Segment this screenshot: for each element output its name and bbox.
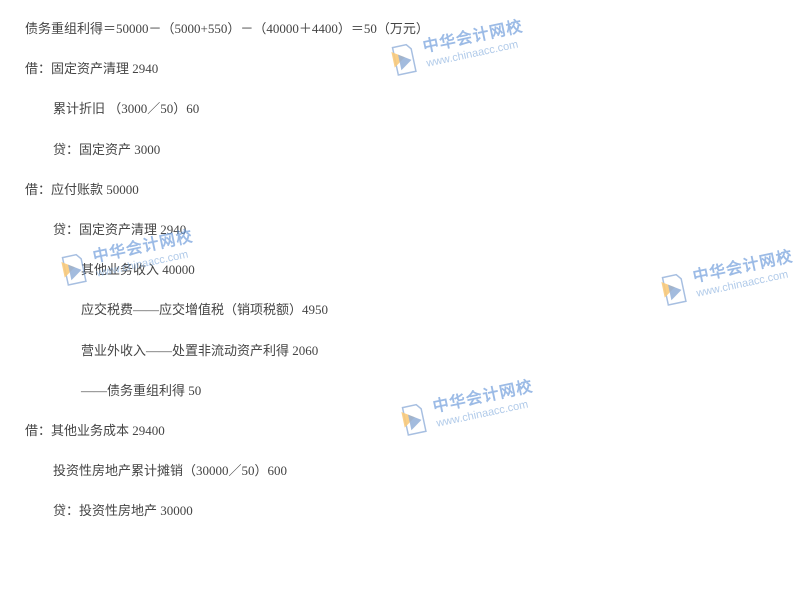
text-line: 累计折旧 （3000／50）60 <box>25 100 775 118</box>
text-line: 借：应付账款 50000 <box>25 181 775 199</box>
text-line: 贷：投资性房地产 30000 <box>25 502 775 520</box>
text-line: 其他业务收入 40000 <box>25 261 775 279</box>
text-line: 债务重组利得＝50000－（5000+550）－（40000＋4400）＝50（… <box>25 20 775 38</box>
text-line: 贷：固定资产清理 2940 <box>25 221 775 239</box>
text-line: 借：固定资产清理 2940 <box>25 60 775 78</box>
text-line: 营业外收入——处置非流动资产利得 2060 <box>25 342 775 360</box>
text-line: 投资性房地产累计摊销（30000／50）600 <box>25 462 775 480</box>
text-line: 借：其他业务成本 29400 <box>25 422 775 440</box>
document-content: 债务重组利得＝50000－（5000+550）－（40000＋4400）＝50（… <box>25 20 775 520</box>
text-line: ——债务重组利得 50 <box>25 382 775 400</box>
text-line: 应交税费——应交增值税（销项税额）4950 <box>25 301 775 319</box>
text-line: 贷：固定资产 3000 <box>25 141 775 159</box>
